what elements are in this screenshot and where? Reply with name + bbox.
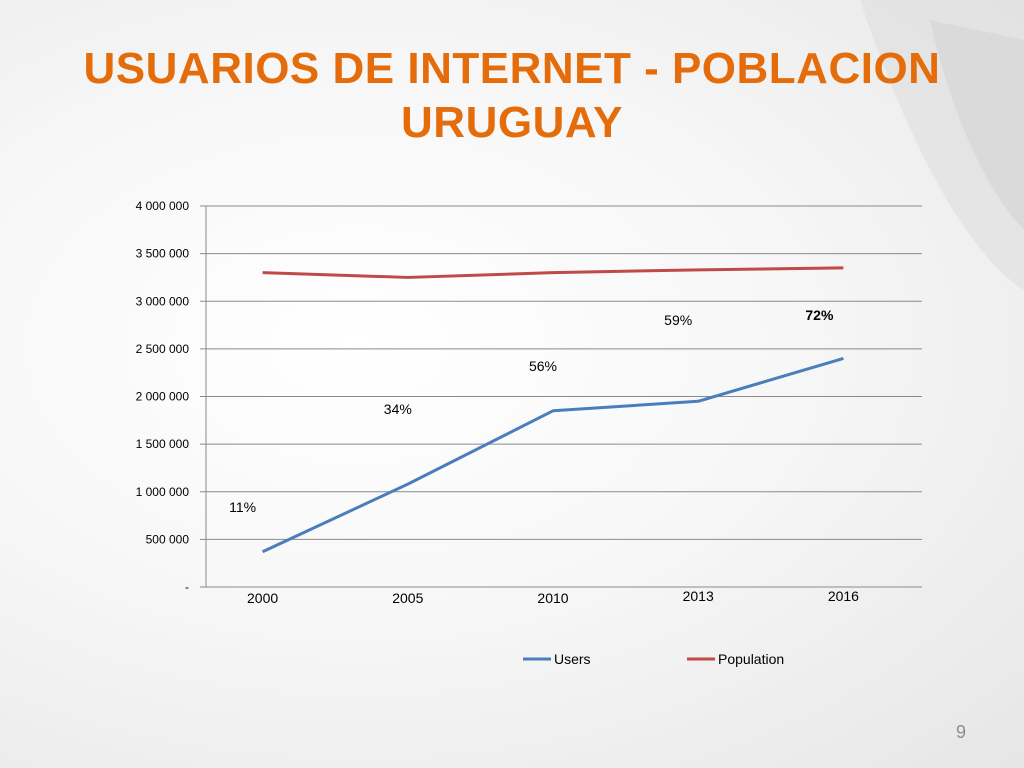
- percentage-label: 56%: [529, 358, 557, 374]
- legend-users-label: Users: [554, 651, 591, 667]
- slide-title-line-1: USUARIOS DE INTERNET - POBLACION: [83, 44, 941, 93]
- y-tick-label: 1 000 000: [136, 485, 190, 499]
- y-tick-label: 500 000: [146, 532, 190, 546]
- users-line: [261, 356, 844, 554]
- page-number: 9: [955, 722, 966, 742]
- y-tick-label: -: [185, 580, 189, 594]
- y-tick-label: 2 500 000: [136, 342, 190, 356]
- y-tick-label: 1 500 000: [136, 437, 190, 451]
- x-tick-label: 2013: [683, 588, 714, 604]
- y-tick-label: 4 000 000: [136, 199, 190, 213]
- x-tick-label: 2010: [537, 590, 568, 606]
- y-tick-label: 3 500 000: [136, 247, 190, 261]
- x-tick-label: 2000: [247, 590, 278, 606]
- percentage-label: 59%: [664, 312, 692, 328]
- percentage-label: 11%: [229, 499, 256, 515]
- slide-title: USUARIOS DE INTERNET - POBLACION URUGUAY: [40, 42, 984, 150]
- population-line: [262, 266, 844, 279]
- percentage-label: 34%: [384, 401, 412, 417]
- percentage-label: 72%: [805, 307, 834, 323]
- y-tick-label: 3 000 000: [136, 294, 190, 308]
- legend-population-label: Population: [718, 651, 784, 667]
- slide-title-line-2: URUGUAY: [401, 98, 623, 147]
- y-tick-label: 2 000 000: [136, 390, 190, 404]
- x-tick-label: 2016: [828, 588, 859, 604]
- x-tick-label: 2005: [392, 590, 423, 606]
